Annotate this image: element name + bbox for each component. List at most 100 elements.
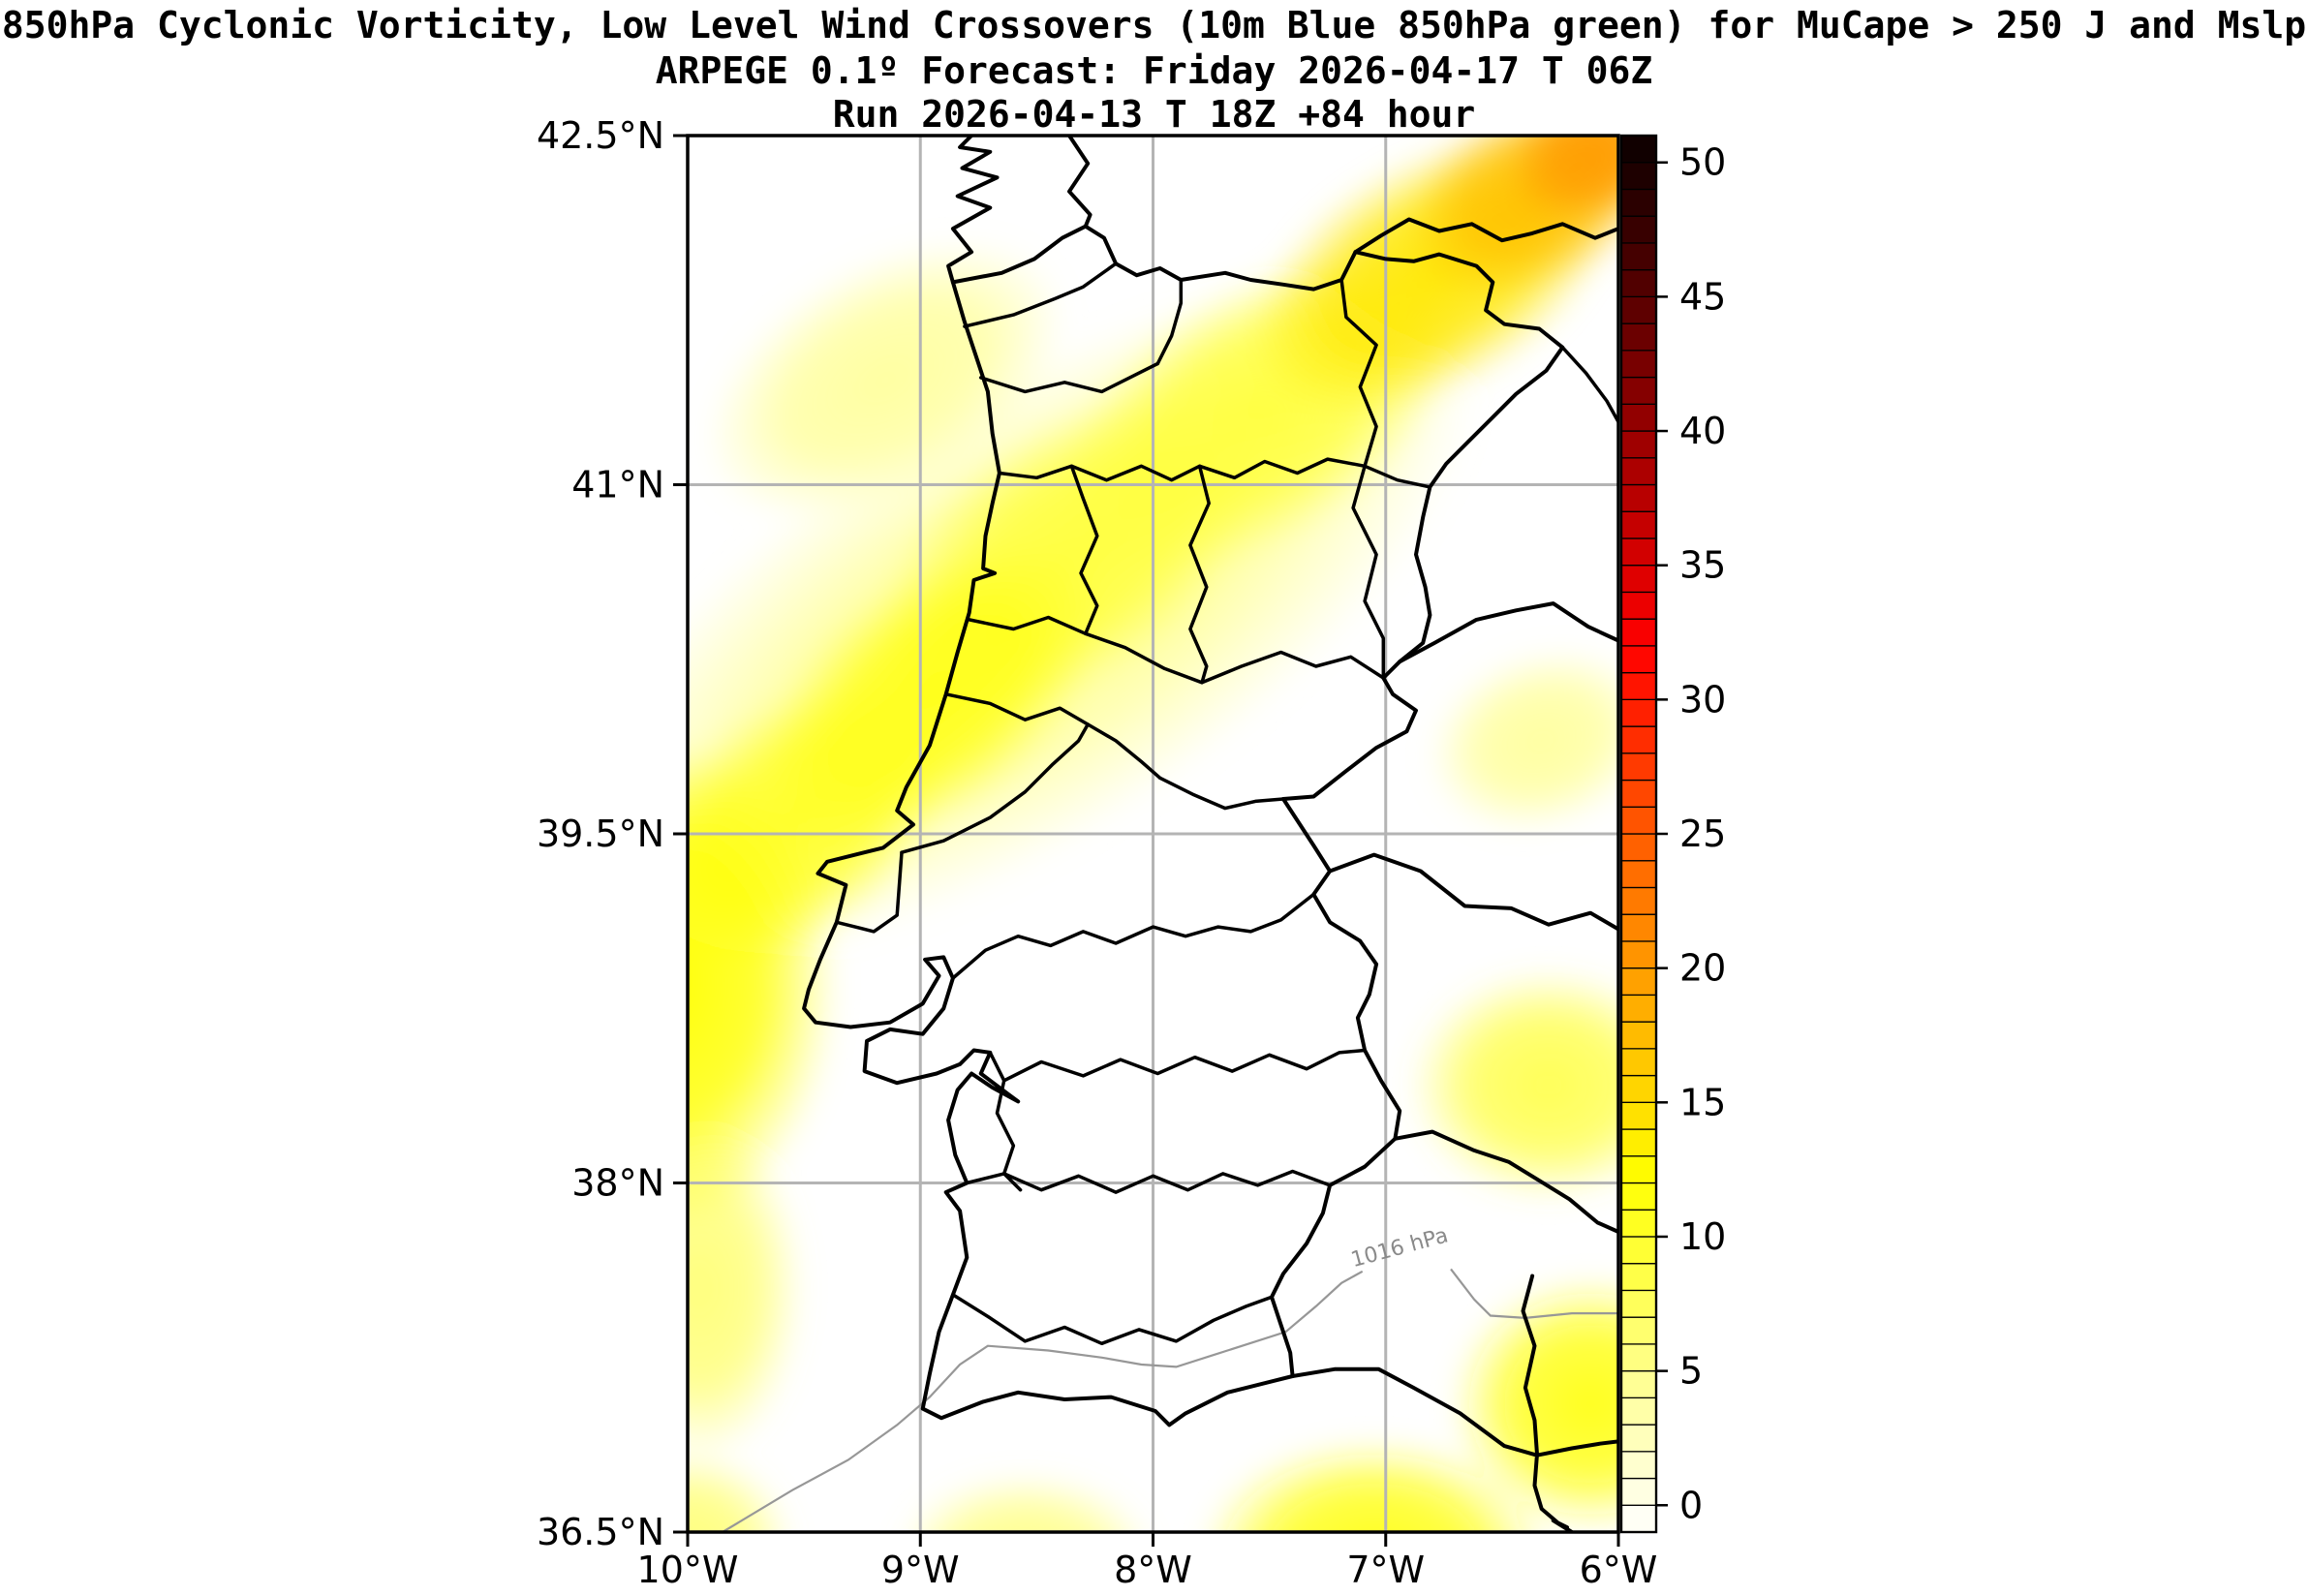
- district-boundary: [900, 722, 1090, 854]
- colorbar: 0 5 10 15 20 25 30 35 40 45 50: [1619, 134, 1726, 1534]
- colorbar-cell: [1620, 565, 1657, 594]
- colorbar-tick-label: 0: [1679, 1484, 1703, 1526]
- y-tick-label: 41°N: [571, 464, 664, 506]
- vorticity-blob: [902, 1473, 1148, 1532]
- colorbar-cell: [1620, 886, 1657, 915]
- mslp-contour-line: [722, 1270, 1364, 1532]
- mslp-contour-line: [1450, 1268, 1618, 1320]
- colorbar-cell: [1620, 752, 1657, 782]
- axes-layer: 42.5°N 41°N 39.5°N 38°N 36.5°N10°W 9°W 8°W 7°W 6…: [537, 114, 1657, 1591]
- colorbar-cell: [1620, 1289, 1657, 1318]
- spain-province-boundary: [1398, 601, 1618, 664]
- colorbar-tick-label: 15: [1679, 1081, 1726, 1123]
- district-boundary: [1560, 345, 1618, 424]
- colorbar-cell: [1620, 1477, 1657, 1506]
- vorticity-blob: [1506, 136, 1618, 226]
- district-boundary: [835, 850, 904, 934]
- district-boundary: [1188, 464, 1211, 685]
- colorbar-cell: [1620, 162, 1657, 191]
- district-boundary: [963, 261, 1118, 328]
- district-boundary: [1339, 278, 1378, 469]
- portugal-spain-border: [950, 224, 1565, 1378]
- district-boundary: [951, 1293, 1274, 1346]
- district-boundary: [1157, 776, 1285, 811]
- colorbar-cell: [1620, 1101, 1657, 1130]
- spain-province-boundary: [1067, 136, 1092, 229]
- colorbar-tick-label: 5: [1679, 1350, 1703, 1393]
- x-tick-label: 9°W: [881, 1549, 960, 1591]
- colorbar-cell: [1620, 1263, 1657, 1292]
- colorbar-tick-label: 35: [1679, 544, 1726, 587]
- y-tick-label: 42.5°N: [537, 114, 664, 157]
- district-boundary: [1001, 1048, 1367, 1083]
- x-tick-label: 10°W: [637, 1549, 739, 1591]
- colorbar-cell: [1620, 645, 1657, 674]
- colorbar-tick-label: 30: [1679, 678, 1726, 721]
- colorbar-cell: [1620, 1236, 1657, 1265]
- district-boundary: [943, 692, 1162, 781]
- colorbar-cell: [1620, 860, 1657, 889]
- y-tick-label: 39.5°N: [537, 813, 664, 855]
- vorticity-shading-layer: [688, 136, 1618, 1532]
- colorbar-cell: [1620, 376, 1657, 405]
- colorbar-cell: [1620, 1396, 1657, 1426]
- colorbar-cell: [1620, 322, 1657, 352]
- vorticity-blob: [688, 743, 840, 1228]
- colorbar-cell: [1620, 1128, 1657, 1157]
- colorbar-cell: [1620, 1504, 1657, 1533]
- district-boundary: [978, 361, 1160, 394]
- district-boundary: [1351, 464, 1386, 680]
- colorbar-cell: [1620, 510, 1657, 539]
- vorticity-blob: [1203, 1438, 1546, 1532]
- colorbar-cell: [1620, 1074, 1657, 1103]
- district-boundary: [1155, 278, 1184, 366]
- colorbar-cell: [1620, 242, 1657, 271]
- district-boundary: [967, 615, 1088, 636]
- colorbar-cell: [1620, 698, 1657, 727]
- colorbar-cell: [1620, 188, 1657, 217]
- x-tick-label: 7°W: [1346, 1549, 1425, 1591]
- spain-province-boundary: [1521, 1274, 1539, 1456]
- figure-subtitle-forecast: ARPEGE 0.1º Forecast: Friday 2026-04-17 …: [655, 49, 1653, 92]
- colorbar-cell: [1620, 806, 1657, 835]
- colorbar-cell: [1620, 940, 1657, 969]
- colorbar-cell: [1620, 725, 1657, 754]
- district-boundary: [965, 1169, 1332, 1194]
- colorbar-cell: [1620, 295, 1657, 324]
- vorticity-blob: [688, 1450, 792, 1532]
- colorbar-cell: [1620, 1182, 1657, 1211]
- colorbar-tick-label: 45: [1679, 275, 1726, 318]
- colorbar-cell: [1620, 1021, 1657, 1050]
- colorbar-cell: [1620, 1451, 1657, 1480]
- vorticity-blob: [1451, 1275, 1618, 1532]
- y-tick-label: 36.5°N: [537, 1511, 664, 1553]
- colorbar-cell: [1620, 1369, 1657, 1398]
- colorbar-cell: [1620, 1209, 1657, 1238]
- colorbar-cell: [1620, 1343, 1657, 1372]
- district-boundary: [1069, 464, 1099, 636]
- vorticity-blob: [704, 238, 1066, 522]
- colorbar-cell: [1620, 537, 1657, 567]
- colorbar-cell: [1620, 457, 1657, 486]
- figure-title: 850hPa Cyclonic Vorticity, Low Level Win…: [1, 4, 2307, 46]
- colorbar-cell: [1620, 403, 1657, 432]
- colorbar-tick-label: 40: [1679, 410, 1726, 452]
- graticule-layer: [688, 136, 1618, 1532]
- colorbar-cell: [1620, 1155, 1657, 1184]
- mslp-contour-label: 1016 hPa: [1348, 1223, 1451, 1273]
- district-boundary: [951, 892, 1316, 980]
- colorbar-cell: [1620, 1048, 1657, 1077]
- colorbar-tick-label: 10: [1679, 1215, 1726, 1258]
- spain-province-boundary: [1328, 852, 1618, 932]
- vorticity-blob: [760, 541, 1104, 847]
- colorbar-cell: [1620, 591, 1657, 620]
- colorbar-tick-label: 25: [1679, 813, 1726, 855]
- colorbar-cell: [1620, 967, 1657, 997]
- colorbar-cell: [1620, 350, 1657, 379]
- colorbar-cell: [1620, 269, 1657, 298]
- spain-province-boundary: [1393, 1129, 1618, 1234]
- coastline: [1534, 1439, 1618, 1458]
- colorbar-cell: [1620, 215, 1657, 244]
- colorbar-cell: [1620, 135, 1657, 164]
